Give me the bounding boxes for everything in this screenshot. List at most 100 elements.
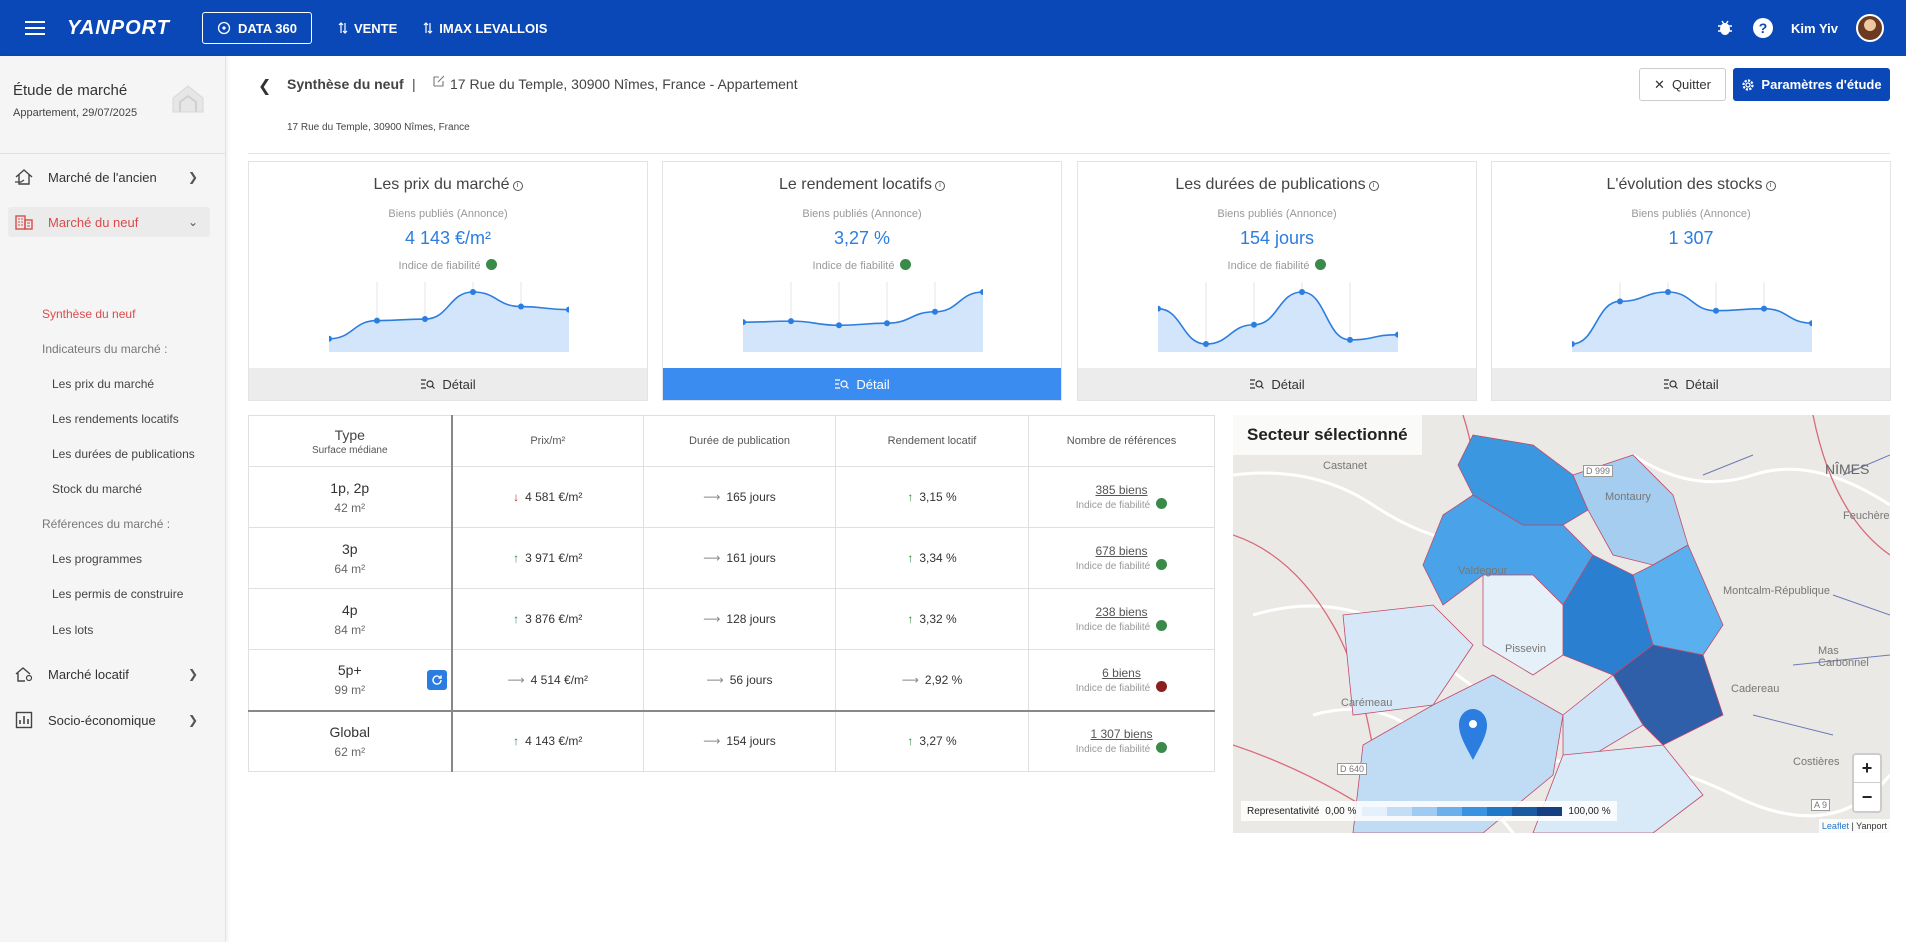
- menu-icon[interactable]: [25, 21, 45, 35]
- trend-up-icon: ↑: [907, 490, 914, 504]
- sidebar-item-marche-neuf[interactable]: Marché du neuf ⌄: [8, 207, 210, 237]
- duree-cell: ⟶ 128 jours: [643, 588, 836, 650]
- surface-label: 42 m²: [334, 500, 366, 515]
- map-label: Pissevin: [1505, 643, 1546, 655]
- info-icon[interactable]: i: [934, 181, 945, 191]
- info-icon[interactable]: i: [1765, 181, 1776, 191]
- sparkline-point: [980, 289, 983, 295]
- card-label: Biens publiés (Annonce): [802, 208, 922, 220]
- sidebar-item-marche-locatif[interactable]: Marché locatif ❯: [8, 659, 210, 689]
- sidebar-sub-lots[interactable]: Les lots: [52, 623, 94, 637]
- leaflet-link[interactable]: Leaflet: [1821, 821, 1849, 831]
- nav-imax-label: IMAX LEVALLOIS: [439, 20, 548, 36]
- sector-map[interactable]: Castanet NÎMES Montaury Feuchères Valdeg…: [1233, 415, 1890, 833]
- refresh-icon[interactable]: [426, 670, 447, 690]
- sparkline-point: [1347, 336, 1353, 343]
- nav-imax-levallois[interactable]: IMAX LEVALLOIS: [423, 21, 547, 36]
- surface-label: 64 m²: [334, 561, 366, 576]
- bug-icon[interactable]: [1715, 18, 1735, 38]
- sparkline-chart: [1158, 282, 1398, 352]
- trend-up-icon: ↑: [513, 612, 520, 626]
- sidebar-sub-rendements[interactable]: Les rendements locatifs: [52, 412, 179, 426]
- study-subtitle: Appartement, 29/07/2025: [13, 107, 138, 119]
- legend-swatch: [1487, 806, 1513, 816]
- trend-up-icon: ↑: [513, 551, 520, 565]
- sparkline-point: [329, 335, 332, 342]
- avatar[interactable]: [1856, 14, 1884, 42]
- sidebar-sub-permis[interactable]: Les permis de construire: [52, 587, 184, 601]
- sidebar-item-marche-ancien[interactable]: Marché de l'ancien ❯: [8, 162, 210, 192]
- trend-up-icon: ↑: [907, 734, 914, 749]
- prix-cell: ⟶ 4 514 €/m²: [451, 649, 644, 711]
- sidebar-sub-synthese[interactable]: Synthèse du neuf: [42, 307, 136, 321]
- sidebar-item-socio-economique[interactable]: Socio-économique ❯: [8, 705, 210, 735]
- map-label: Feuchères: [1843, 510, 1890, 522]
- reliability-label: Indice de fiabilité: [1075, 561, 1151, 572]
- sparkline-chart: [743, 282, 983, 352]
- back-icon[interactable]: ❮: [258, 78, 272, 95]
- close-icon: ✕: [1654, 76, 1665, 92]
- references-link[interactable]: 1 307 biens: [1090, 727, 1153, 742]
- card-title: Les durées de publications i: [1078, 176, 1476, 194]
- detail-button[interactable]: Détail: [1078, 368, 1476, 400]
- map-attribution: Leaflet | Yanport: [1818, 819, 1890, 833]
- references-link[interactable]: 678 biens: [1095, 544, 1148, 558]
- user-name[interactable]: Kim Yiv: [1791, 20, 1838, 36]
- sidebar-sub-prix[interactable]: Les prix du marché: [52, 377, 155, 391]
- road-label: A 9: [1811, 799, 1831, 811]
- header-divider: [248, 153, 1890, 154]
- study-settings-label: Paramètres d'étude: [1761, 77, 1882, 92]
- sidebar-sub-durees[interactable]: Les durées de publications: [52, 447, 195, 461]
- quit-button[interactable]: ✕ Quitter: [1639, 68, 1726, 101]
- help-icon[interactable]: ?: [1753, 18, 1774, 38]
- table-row: 1p, 2p 42 m² ↓ 4 581 €/m² ⟶ 165 jours ↑ 3,1…: [248, 466, 1215, 528]
- sparkline-point: [788, 318, 794, 325]
- map-label: Carémeau: [1341, 697, 1393, 709]
- sparkline-area: [329, 292, 569, 352]
- references-link[interactable]: 6 biens: [1102, 665, 1141, 680]
- data-360-button[interactable]: DATA 360: [201, 12, 312, 44]
- sidebar-divider: [0, 153, 226, 154]
- sidebar-sub-stock[interactable]: Stock du marché: [52, 482, 143, 496]
- duree-cell: ⟶ 161 jours: [643, 527, 836, 589]
- type-label: Global: [329, 723, 370, 740]
- reliability-dot: [1156, 559, 1168, 570]
- study-address-sub: 17 Rue du Temple, 30900 Nîmes, France: [287, 122, 470, 133]
- references-link[interactable]: 238 biens: [1095, 605, 1148, 619]
- references-link[interactable]: 385 biens: [1095, 483, 1148, 497]
- detail-button[interactable]: Détail: [249, 368, 647, 400]
- zoom-in-button[interactable]: +: [1854, 755, 1880, 783]
- type-label: 4p: [341, 601, 358, 618]
- map-canvas[interactable]: [1233, 415, 1890, 833]
- reliability-dot: [1156, 680, 1168, 692]
- trend-up-icon: ↑: [907, 612, 914, 626]
- card-title: Les prix du marché i: [249, 176, 647, 194]
- card-label: Biens publiés (Annonce): [1217, 208, 1337, 220]
- sparkline-point: [518, 303, 524, 310]
- study-settings-button[interactable]: Paramètres d'étude: [1733, 68, 1890, 101]
- logo[interactable]: YANPORT: [67, 16, 170, 39]
- reliability-label: Indice de fiabilité: [1075, 622, 1151, 633]
- info-icon[interactable]: i: [1368, 181, 1379, 191]
- table-row-global: Global 62 m² ↑ 4 143 €/m² ⟶ 154 jours ↑ 3,2…: [248, 709, 1215, 772]
- reliability-dot: [900, 259, 912, 270]
- zoom-out-button[interactable]: −: [1861, 786, 1873, 807]
- sparkline-point: [743, 319, 746, 326]
- info-icon[interactable]: i: [512, 181, 523, 191]
- duree-cell: ⟶ 165 jours: [643, 466, 836, 528]
- type-cell: 1p, 2p 42 m²: [248, 466, 453, 528]
- attribution-text: | Yanport: [1851, 821, 1887, 831]
- sidebar-sub-programmes[interactable]: Les programmes: [52, 552, 143, 566]
- detail-button[interactable]: Détail: [1492, 368, 1890, 400]
- detail-button[interactable]: Détail: [663, 368, 1061, 400]
- surface-label: 62 m²: [334, 744, 366, 759]
- prix-cell: ↓ 4 581 €/m²: [451, 466, 644, 528]
- sidebar: Étude de marché Appartement, 29/07/2025 …: [0, 56, 226, 942]
- search-list-icon: [1664, 379, 1679, 389]
- detail-label: Détail: [442, 376, 476, 392]
- nav-vente[interactable]: VENTE: [338, 21, 397, 36]
- references-cell: 678 biens Indice de fiabilité: [1028, 527, 1215, 589]
- edit-icon[interactable]: [432, 74, 446, 88]
- network-icon: [217, 21, 231, 35]
- card-reliability: Indice de fiabilité: [663, 259, 1061, 272]
